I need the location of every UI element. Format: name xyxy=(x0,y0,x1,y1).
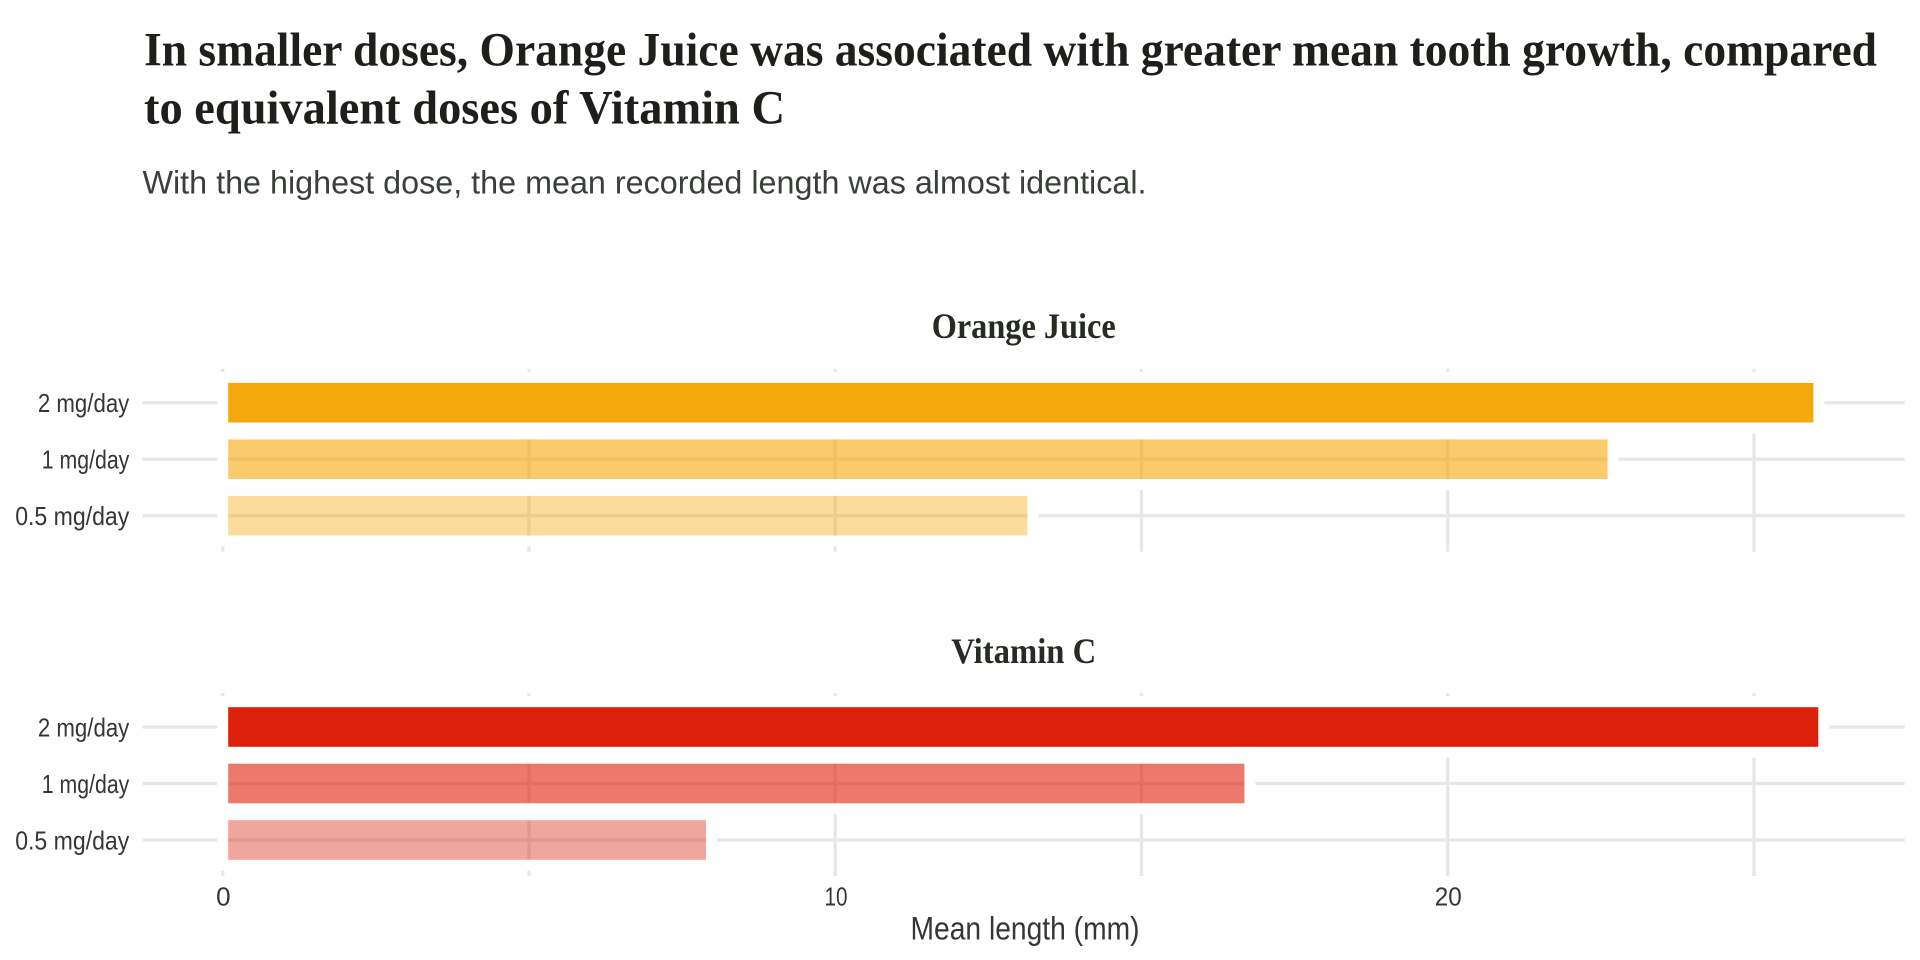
svg-text:Mean length (mm): Mean length (mm) xyxy=(911,911,1140,947)
svg-text:In smaller doses, Orange Juice: In smaller doses, Orange Juice was assoc… xyxy=(144,24,1877,77)
svg-text:to equivalent doses of Vitamin: to equivalent doses of Vitamin C xyxy=(144,81,785,134)
svg-text:20: 20 xyxy=(1435,881,1462,911)
svg-text:10: 10 xyxy=(825,881,848,911)
svg-text:With the highest dose, the mea: With the highest dose, the mean recorded… xyxy=(143,164,1147,200)
svg-text:Vitamin C: Vitamin C xyxy=(951,631,1096,671)
svg-text:2 mg/day: 2 mg/day xyxy=(38,712,129,742)
svg-text:0.5 mg/day: 0.5 mg/day xyxy=(15,501,129,531)
svg-text:Orange Juice: Orange Juice xyxy=(932,306,1116,346)
svg-text:2 mg/day: 2 mg/day xyxy=(38,388,129,418)
svg-text:0: 0 xyxy=(216,881,230,911)
svg-text:1 mg/day: 1 mg/day xyxy=(42,769,130,799)
svg-text:1 mg/day: 1 mg/day xyxy=(42,445,130,475)
svg-text:0.5 mg/day: 0.5 mg/day xyxy=(15,825,129,855)
